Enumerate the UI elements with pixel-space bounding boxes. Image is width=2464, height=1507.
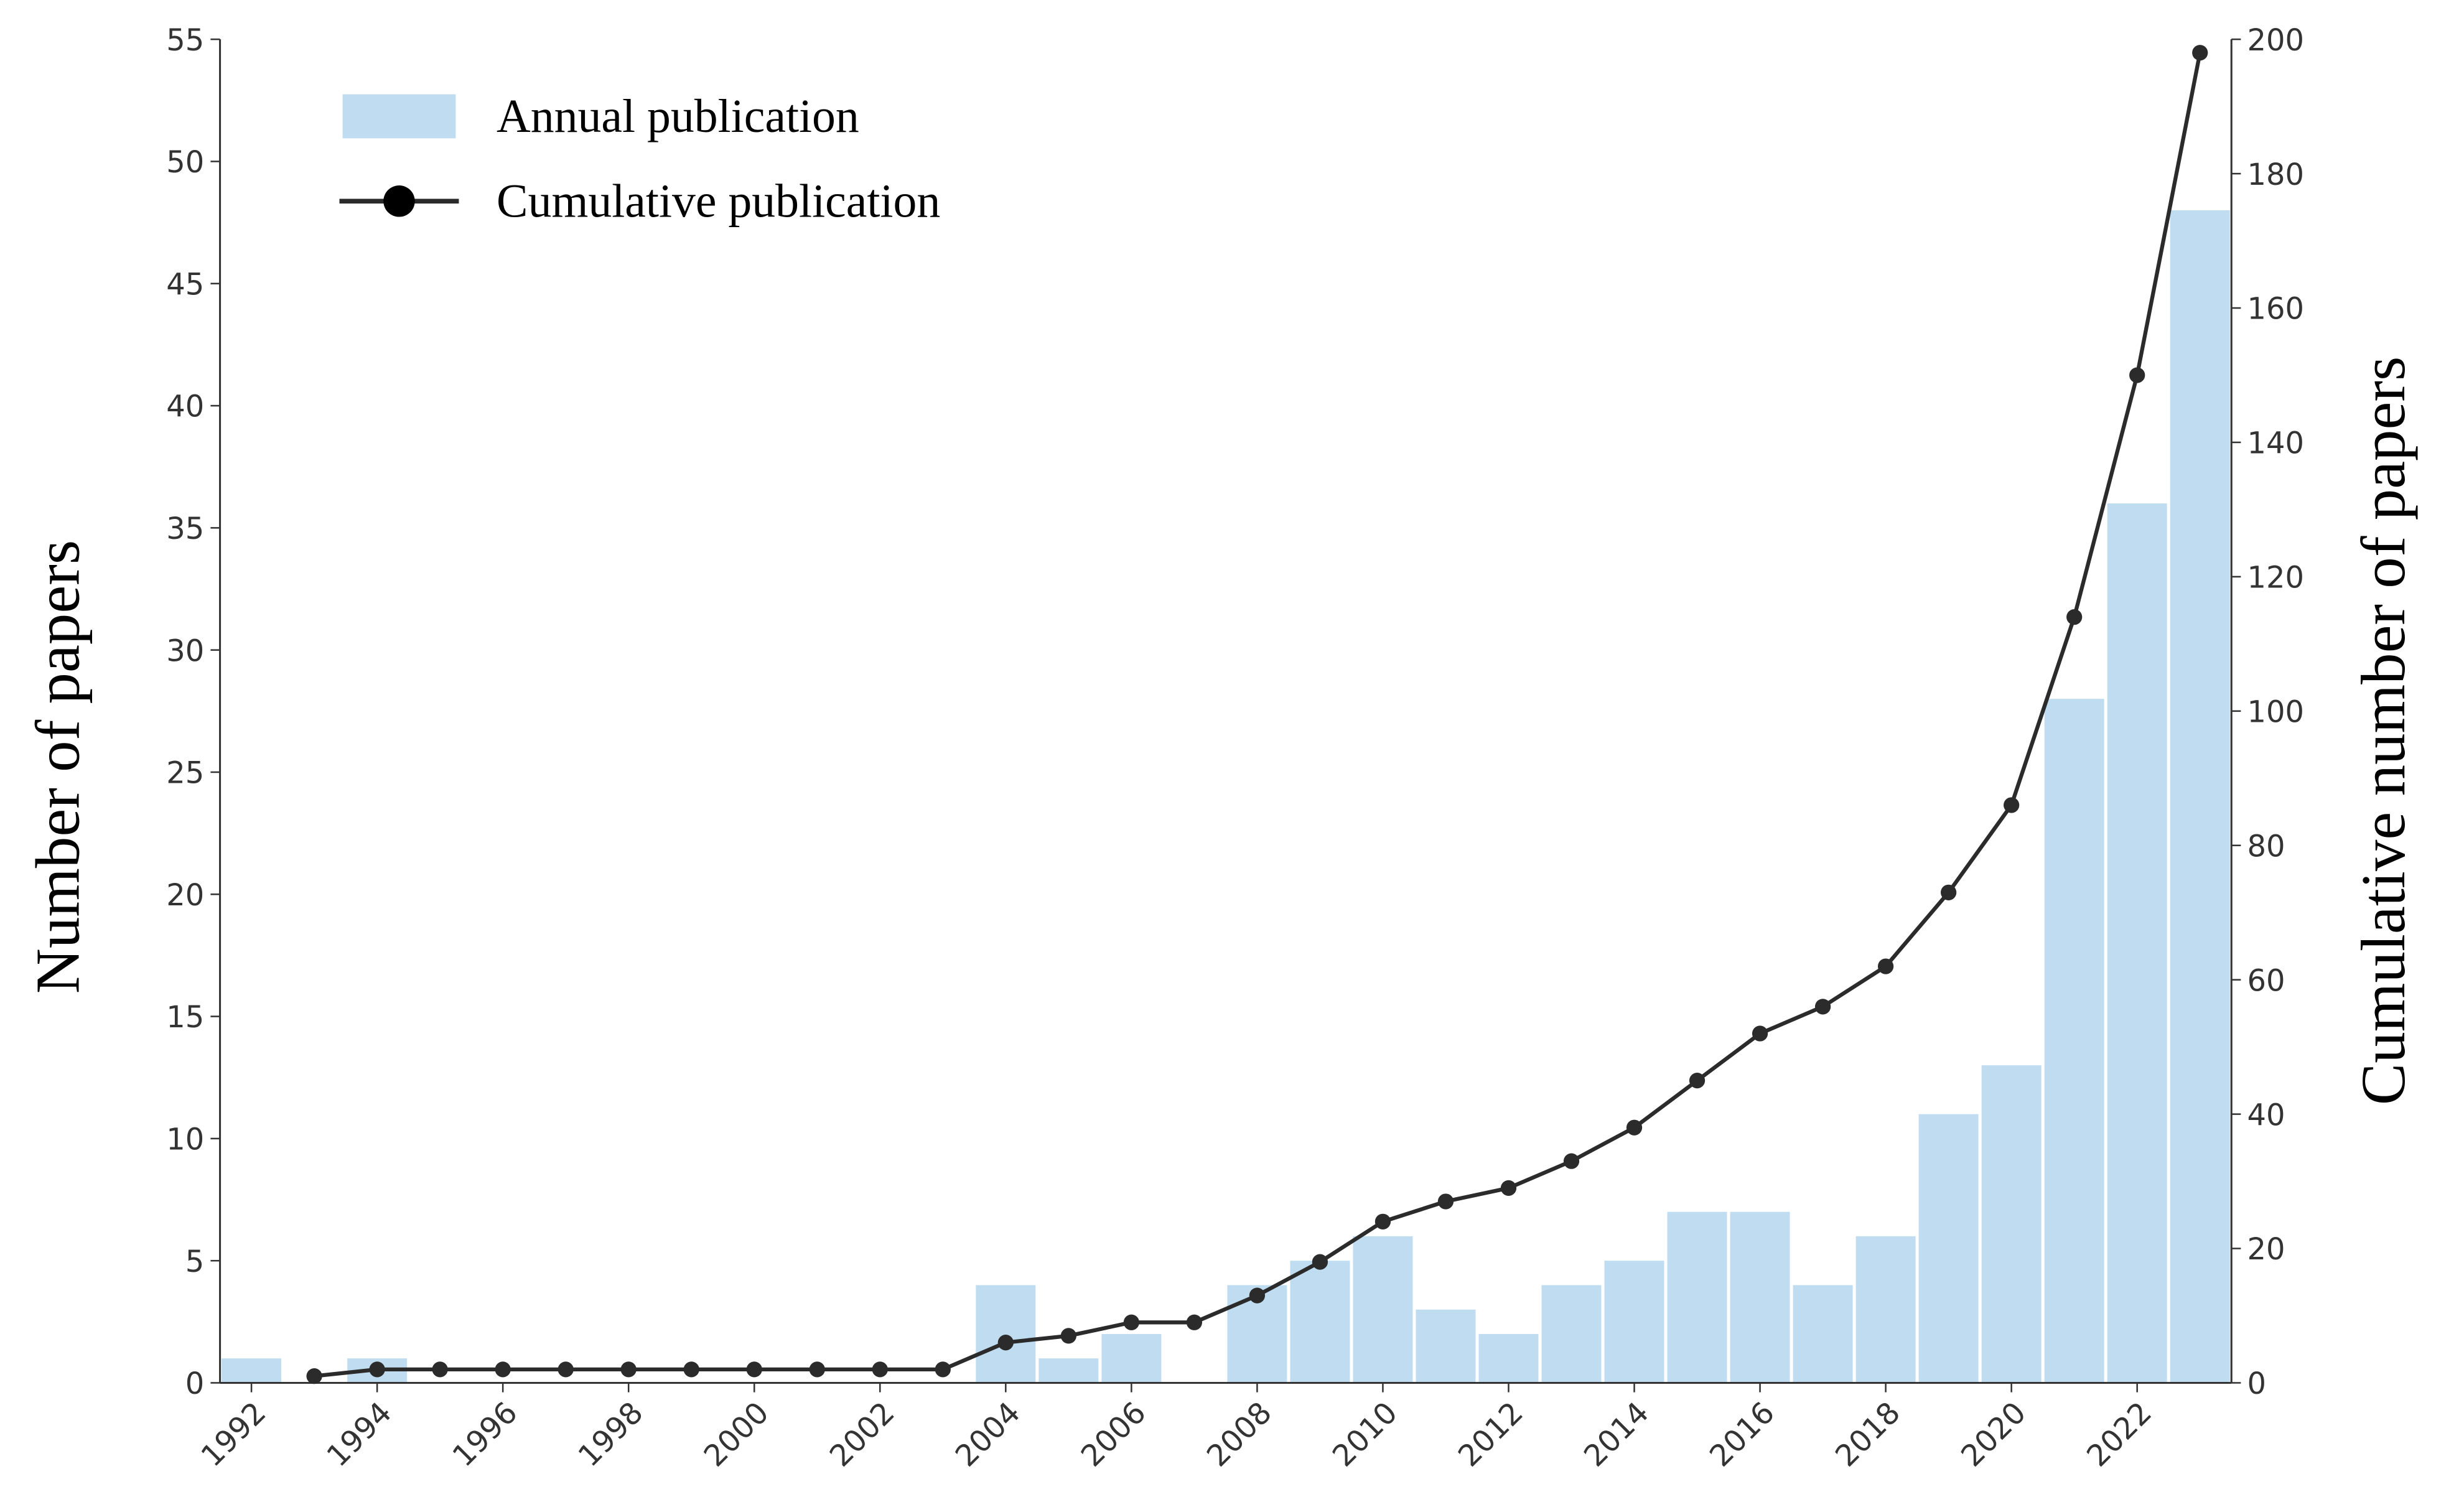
y-tick-label: 30 (166, 633, 204, 668)
line-point (1563, 1153, 1580, 1169)
line-point (306, 1368, 322, 1384)
y-tick-label: 10 (166, 1122, 204, 1157)
x-tick-label: 2002 (823, 1395, 902, 1473)
bar (1101, 1333, 1162, 1383)
line-point (997, 1335, 1014, 1351)
line-point (2192, 45, 2208, 61)
bar (1981, 1065, 2042, 1383)
line-point (746, 1361, 762, 1378)
line-point (495, 1361, 511, 1378)
legend-marker (383, 185, 415, 217)
y-tick-label: 50 (166, 145, 204, 180)
bar (2170, 210, 2230, 1383)
line-point (1941, 884, 1957, 900)
bar (1793, 1285, 1853, 1383)
line-point (1689, 1072, 1706, 1089)
line-point (1186, 1314, 1203, 1330)
line-point (872, 1361, 888, 1378)
y-axis-title: Number of papers (22, 540, 92, 994)
line-point (2129, 367, 2145, 383)
bar (1730, 1211, 1790, 1383)
y-tick-label: 35 (166, 511, 204, 546)
line-point (2066, 609, 2083, 625)
y2-tick-label: 80 (2247, 829, 2285, 864)
y2-tick-label: 180 (2247, 157, 2304, 192)
x-tick-label: 2022 (2080, 1395, 2158, 1473)
line-point (1123, 1314, 1139, 1330)
y2-tick-label: 40 (2247, 1098, 2285, 1132)
line-point (683, 1361, 699, 1378)
bar (1604, 1261, 1664, 1383)
line-point (1312, 1254, 1328, 1270)
y2-tick-label: 140 (2247, 426, 2304, 461)
y-tick-label: 20 (166, 878, 204, 913)
legend-label: Annual publication (497, 90, 859, 142)
y-tick-label: 5 (185, 1244, 205, 1279)
y-tick-label: 45 (166, 267, 204, 302)
line-point (1500, 1180, 1517, 1196)
x-tick-label: 2016 (1703, 1395, 1781, 1473)
bar (1290, 1261, 1350, 1383)
x-tick-label: 1994 (320, 1395, 399, 1473)
line-point (620, 1361, 637, 1378)
y-tick-label: 0 (185, 1366, 205, 1401)
x-tick-label: 2000 (698, 1395, 776, 1473)
line-point (1877, 958, 1894, 974)
x-tick-label: 1992 (195, 1395, 273, 1473)
bar (976, 1285, 1036, 1383)
y-tick-label: 25 (166, 756, 204, 791)
x-tick-label: 2008 (1200, 1395, 1279, 1473)
y-tick-label: 55 (166, 23, 204, 58)
y2-tick-label: 100 (2247, 694, 2304, 729)
line-point (1814, 999, 1831, 1015)
x-tick-label: 2012 (1452, 1395, 1530, 1473)
line-point (1249, 1287, 1266, 1304)
line-point (1374, 1213, 1391, 1229)
bar (1918, 1114, 1979, 1383)
x-tick-label: 2004 (949, 1395, 1027, 1473)
y2-axis-title: Cumulative number of papers (2348, 357, 2418, 1105)
y-tick-label: 15 (166, 1000, 204, 1035)
line-point (1752, 1025, 1768, 1042)
bar (1353, 1236, 1413, 1383)
x-tick-label: 2018 (1829, 1395, 1907, 1473)
bar (1541, 1285, 1602, 1383)
line-point (1060, 1328, 1076, 1344)
y2-tick-label: 200 (2247, 23, 2304, 58)
bar (2044, 699, 2104, 1383)
x-tick-label: 2006 (1075, 1395, 1153, 1473)
x-tick-label: 2020 (1954, 1395, 2033, 1473)
bar (1478, 1333, 1539, 1383)
x-tick-label: 1996 (446, 1395, 525, 1473)
y-tick-label: 40 (166, 390, 204, 424)
line-point (809, 1361, 825, 1378)
y2-tick-label: 20 (2247, 1232, 2285, 1267)
y2-tick-label: 120 (2247, 561, 2304, 595)
y2-tick-label: 160 (2247, 292, 2304, 327)
x-tick-label: 2014 (1577, 1395, 1656, 1473)
cumulative-line (314, 52, 2202, 1378)
y2-tick-label: 60 (2247, 963, 2285, 998)
line-point (369, 1361, 385, 1378)
x-tick-label: 2010 (1326, 1395, 1404, 1473)
line-point (935, 1361, 951, 1378)
line-point (2004, 797, 2020, 813)
legend-label: Cumulative publication (497, 175, 940, 228)
line-point (1626, 1119, 1643, 1136)
line-point (432, 1361, 448, 1378)
bar (2107, 503, 2167, 1383)
line-point (558, 1361, 574, 1378)
y2-tick-label: 0 (2247, 1366, 2266, 1401)
line-point (1437, 1193, 1454, 1210)
bar (1038, 1358, 1099, 1383)
x-tick-label: 1998 (572, 1395, 650, 1473)
bar (1667, 1211, 1727, 1383)
legend-swatch (342, 94, 456, 139)
bar (1855, 1236, 1916, 1383)
bar (1416, 1309, 1476, 1383)
bar (222, 1358, 282, 1383)
